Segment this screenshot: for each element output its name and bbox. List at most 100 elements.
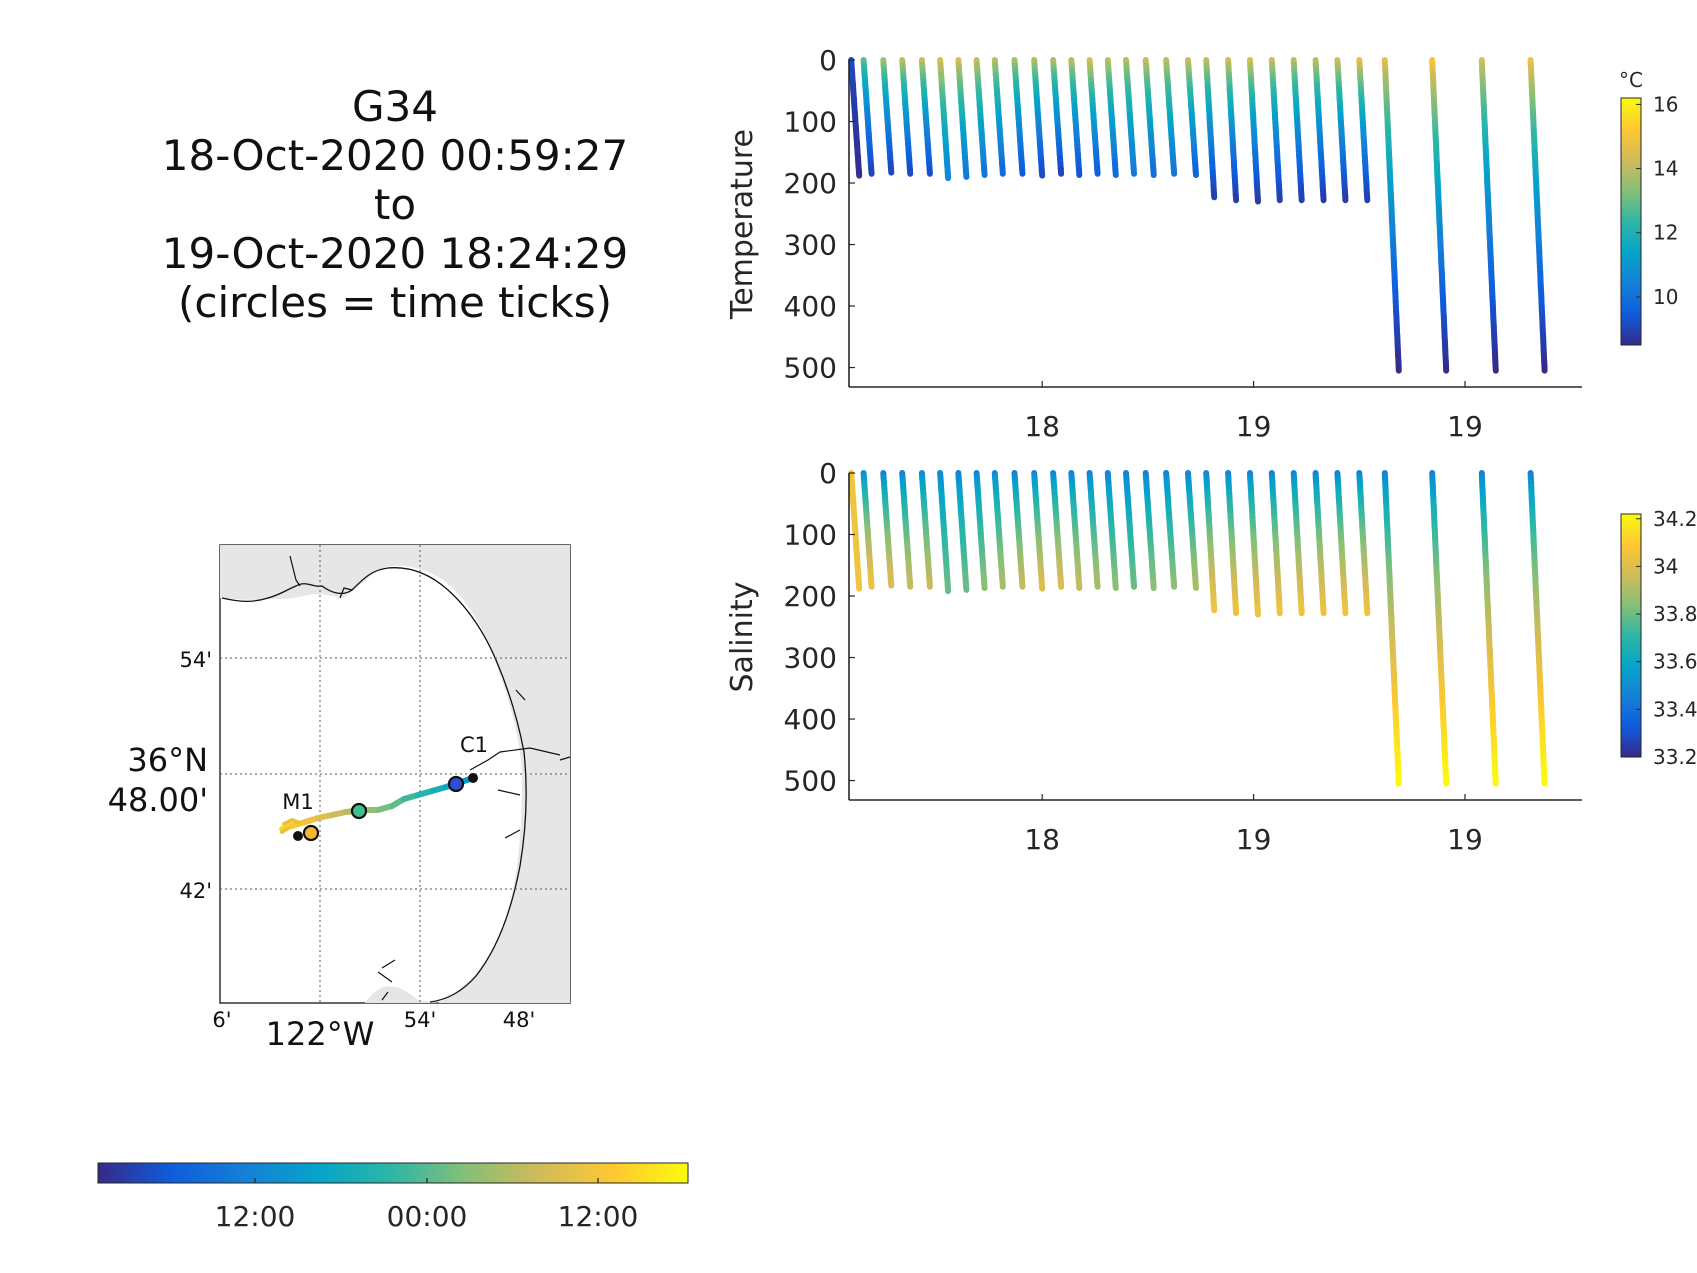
x-tick-label: 19 — [1236, 410, 1272, 443]
time-colorbar-tick-1: 12:00 — [215, 1200, 296, 1233]
lon-tick-54: 54' — [404, 1008, 437, 1032]
x-tick-label: 19 — [1236, 823, 1272, 856]
y-tick-label: 400 — [784, 703, 837, 736]
colorbar-tick-label: 16 — [1653, 92, 1678, 116]
profile-cast — [973, 57, 988, 178]
profile-cast — [1312, 57, 1327, 204]
salinity-ylabel: Salinity — [725, 582, 760, 693]
title-note: (circles = time ticks) — [178, 278, 612, 327]
profile-cast — [860, 470, 875, 590]
x-tick-label: 18 — [1024, 823, 1060, 856]
profile-cast — [1068, 470, 1083, 591]
colorbar-tick-label: 34 — [1653, 554, 1678, 578]
profile-cast — [1163, 57, 1178, 177]
profile-cast — [1203, 57, 1218, 201]
profile-cast — [880, 57, 895, 176]
profile-cast — [880, 470, 895, 589]
coastline — [221, 567, 527, 1003]
temperature-ylabel: Temperature — [725, 129, 760, 320]
profile-cast — [1123, 470, 1137, 590]
profile-cast — [899, 57, 914, 177]
profile-cast — [955, 57, 970, 180]
title-glider-id: G34 — [352, 82, 438, 131]
time-colorbar-bar — [97, 1162, 689, 1184]
profile-cast — [1031, 57, 1046, 179]
profile-cast — [1268, 57, 1283, 204]
title-start-time: 18-Oct-2020 00:59:27 — [161, 131, 629, 180]
lat-tick-42: 42' — [180, 879, 213, 903]
profile-cast — [1163, 470, 1178, 590]
colorbar-tick-label: 33.8 — [1653, 602, 1697, 626]
profile-cast — [1086, 470, 1101, 590]
y-tick-label: 200 — [784, 167, 837, 200]
lat-tick-36n: 36°N — [127, 741, 208, 779]
profile-cast — [860, 57, 875, 177]
temperature-colorbar-unit: °C — [1619, 68, 1643, 92]
end-marker — [468, 773, 478, 783]
profile-cast — [918, 470, 933, 590]
profile-cast — [937, 470, 952, 595]
y-tick-label: 400 — [784, 290, 837, 323]
y-tick-label: 100 — [784, 519, 837, 552]
profile-cast — [955, 470, 970, 593]
land-mass — [220, 545, 570, 1003]
track-map: M1 C1 54' 36°N 48.00' 42' 6' 122°W 54' 4… — [108, 544, 571, 1053]
temperature-colorbar — [1620, 97, 1642, 346]
lat-tick-54: 54' — [180, 648, 213, 672]
colorbar-tick-label: 34.2 — [1653, 507, 1697, 531]
y-tick-label: 0 — [819, 44, 837, 77]
colorbar-tick-label: 33.4 — [1653, 697, 1697, 721]
salinity-colorbar — [1620, 513, 1642, 758]
profile-cast — [1225, 470, 1240, 617]
time-colorbar-tick-2: 00:00 — [387, 1200, 468, 1233]
profile-cast — [1527, 57, 1548, 374]
profile-cast — [1478, 470, 1499, 787]
profile-cast — [1268, 470, 1283, 617]
profile-cast — [1011, 57, 1026, 177]
profile-cast — [991, 470, 1006, 590]
title-to: to — [373, 180, 417, 229]
salinity-profiles — [848, 470, 1548, 787]
station-label-m1: M1 — [282, 790, 313, 814]
y-tick-label: 500 — [784, 765, 837, 798]
profile-cast — [1185, 470, 1199, 591]
coast-detail — [289, 555, 571, 1001]
colorbar-tick-label: 12 — [1653, 221, 1678, 245]
profile-cast — [1050, 57, 1065, 177]
time-tick-circle — [302, 824, 320, 842]
profile-cast — [1356, 470, 1371, 617]
profile-cast — [991, 57, 1006, 177]
profile-cast — [1185, 57, 1199, 178]
profile-cast — [1086, 57, 1101, 177]
temperature-colorbar-ticks: 10 12 14 16 — [1636, 92, 1678, 309]
profile-cast — [848, 57, 863, 179]
profile-cast — [848, 470, 863, 592]
temperature-panel: 0 100 200 300 400 500 18 19 19 Temperature °C 1… — [725, 44, 1678, 443]
station-label-c1: C1 — [460, 733, 488, 757]
map-grid — [220, 545, 570, 1003]
profile-cast — [1142, 470, 1157, 591]
title-end-time: 19-Oct-2020 18:24:29 — [161, 229, 629, 278]
y-tick-label: 0 — [819, 457, 837, 490]
colorbar-tick-label: 14 — [1653, 157, 1678, 181]
profile-cast — [1050, 470, 1065, 590]
y-tick-label: 300 — [784, 642, 837, 675]
profile-cast — [1334, 470, 1349, 617]
temperature-x-ticks: 18 19 19 — [1024, 381, 1483, 443]
profile-cast — [1225, 57, 1240, 204]
lon-tick-48: 48' — [503, 1008, 536, 1032]
profile-cast — [1104, 470, 1119, 591]
temperature-profiles — [848, 57, 1548, 374]
track-start-wiggle — [280, 817, 302, 834]
lat-tick-48: 48.00' — [108, 781, 208, 819]
profile-cast — [1104, 57, 1119, 178]
colorbar-tick-label: 33.6 — [1653, 650, 1697, 674]
time-tick-circle — [350, 802, 368, 820]
profile-cast — [1290, 470, 1305, 617]
profile-cast — [937, 57, 952, 182]
y-tick-label: 100 — [784, 106, 837, 139]
time-tick-circles — [293, 773, 478, 842]
time-colorbar-tick-3: 12:00 — [558, 1200, 639, 1233]
profile-cast — [1429, 470, 1450, 787]
